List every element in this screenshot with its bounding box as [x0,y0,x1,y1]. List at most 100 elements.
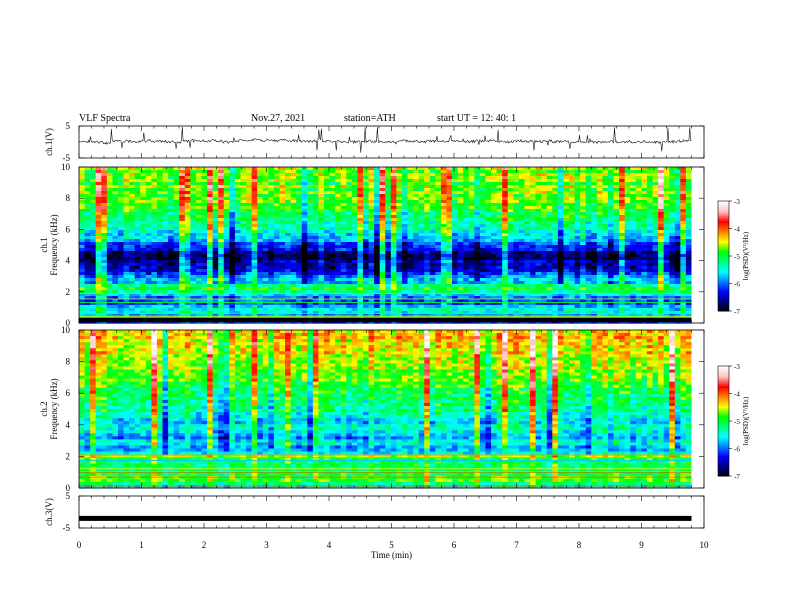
psd-cell [641,182,648,186]
psd-cell [351,170,359,174]
psd-cell [117,221,125,225]
psd-cell [134,200,141,204]
psd-cell [195,206,203,210]
psd-cell [385,170,392,174]
psd-cell [145,242,152,246]
psd-cell [535,242,542,246]
psd-cell [535,209,542,213]
psd-cell [485,176,492,180]
psd-cell [90,230,97,234]
psd-cell [658,173,665,177]
psd-cell [440,206,448,210]
psd-cell [90,176,97,180]
psd-cell [357,230,364,234]
psd-cell [563,242,570,246]
psd-cell [569,224,576,228]
psd-cell [296,206,303,210]
psd-cell [429,173,436,177]
psd-cell [106,173,114,177]
psd-cell [413,245,420,249]
psd-cell [591,212,598,216]
psd-cell [201,254,208,258]
psd-cell [184,173,191,177]
psd-cell [145,227,152,231]
psd-cell [184,230,191,234]
psd-cell [413,248,420,252]
psd-cell [251,182,258,186]
psd-cell [401,185,409,189]
psd-cell [535,227,542,231]
psd-cell [452,257,459,261]
psd-cell [335,221,342,225]
psd-cell [201,176,208,180]
psd-cell [324,197,331,201]
psd-cell [324,233,331,237]
psd-cell [546,212,553,216]
psd-cell [646,236,654,240]
psd-cell [251,221,258,225]
psd-cell [546,218,553,222]
psd-cell [123,209,130,213]
psd-cell [329,227,336,231]
psd-cell [329,191,336,195]
psd-cell [335,176,342,180]
psd-cell [195,245,203,249]
psd-cell [541,239,548,243]
psd-cell [257,245,264,249]
psd-cell [541,197,548,201]
psd-cell [630,170,637,174]
psd-cell [496,224,503,228]
psd-cell [669,179,676,183]
psd-cell [257,185,264,189]
psd-cell [641,209,648,213]
psd-cell [685,203,693,207]
psd-cell [468,251,475,255]
psd-cell [340,167,347,171]
psd-cell [184,182,191,186]
psd-cell [652,179,659,183]
psd-cell [596,209,604,213]
psd-cell [173,239,180,243]
psd-cell [195,236,203,240]
psd-cell [619,224,626,228]
psd-cell [123,215,130,219]
psd-cell [674,257,681,261]
psd-cell [479,200,487,204]
psd-cell [530,218,537,222]
psd-cell [223,236,230,240]
psd-cell [324,224,331,228]
psd-cell [385,206,392,210]
psd-cell [195,218,203,222]
psd-cell [95,248,102,252]
psd-cell [273,194,281,198]
psd-cell [413,212,420,216]
psd-cell [140,212,147,216]
psd-cell [424,185,431,189]
psd-cell [596,224,604,228]
psd-cell [507,209,514,213]
psd-cell [106,179,114,183]
psd-cell [362,215,370,219]
psd-cell [446,209,453,213]
psd-cell [212,257,219,261]
psd-cell [340,242,347,246]
psd-cell [619,191,626,195]
psd-cell [635,167,642,171]
psd-cell [674,230,681,234]
psd-cell [95,203,102,207]
psd-cell [557,170,565,174]
psd-cell [557,248,565,252]
psd-cell [351,242,359,246]
psd-cell [101,254,108,258]
psd-cell [524,245,531,249]
psd-cell [184,203,191,207]
psd-cell [307,233,314,237]
psd-cell [173,206,180,210]
psd-cell [346,176,353,180]
psd-cell [290,257,297,261]
psd-cell [285,179,292,183]
psd-cell [296,167,303,171]
psd-cell [246,215,253,219]
psd-cell [513,194,520,198]
psd-cell [407,200,414,204]
